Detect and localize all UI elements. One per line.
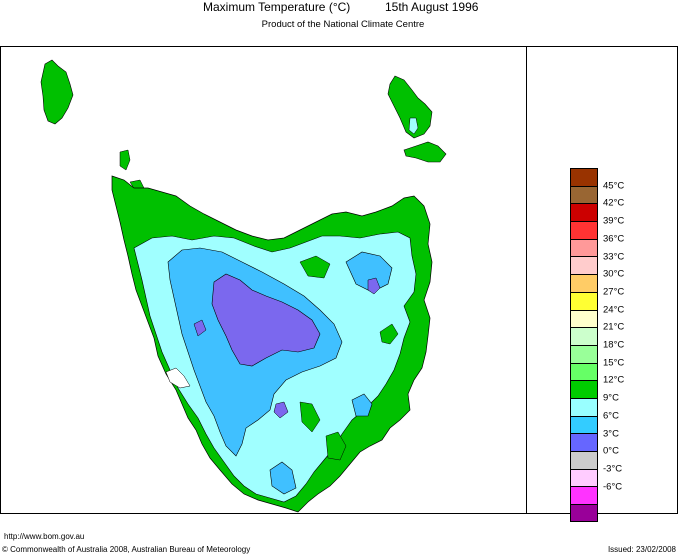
legend-label: 12°C xyxy=(603,374,625,386)
legend-swatch xyxy=(570,433,598,451)
green-patch-south-2 xyxy=(325,431,347,461)
king-island xyxy=(40,59,74,125)
legend-swatch xyxy=(570,238,598,257)
legend-label: 39°C xyxy=(603,215,625,227)
three-hummock-island xyxy=(119,149,131,171)
legend-swatch xyxy=(570,415,598,434)
flinders-lake xyxy=(408,117,419,135)
legend-label: 15°C xyxy=(603,357,625,369)
legend-swatch xyxy=(570,221,598,239)
legend-label: 24°C xyxy=(603,304,625,316)
legend-swatch xyxy=(570,486,598,505)
legend-swatch xyxy=(570,380,598,398)
temp-band-6-9-south xyxy=(269,461,297,495)
legend-swatch xyxy=(570,451,598,469)
flinders-island xyxy=(387,75,433,139)
legend-swatch xyxy=(570,344,598,363)
legend-label: 0°C xyxy=(603,445,619,457)
green-patch-east-1 xyxy=(379,323,399,345)
legend-swatch xyxy=(570,168,598,186)
legend-swatch xyxy=(570,468,598,487)
legend-swatch xyxy=(570,291,598,310)
temp-band-3-6 xyxy=(211,273,321,367)
legend-label: 45°C xyxy=(603,180,625,192)
map-area xyxy=(0,47,526,513)
green-patch-south-1 xyxy=(299,401,321,433)
legend-label: 36°C xyxy=(603,233,625,245)
legend-swatch xyxy=(570,504,598,522)
copyright-notice: © Commonwealth of Australia 2008, Austra… xyxy=(2,545,251,554)
legend-swatches xyxy=(570,168,598,522)
legend-label: 9°C xyxy=(603,392,619,404)
cape-barren-island xyxy=(403,141,447,163)
temp-band-3-6-south xyxy=(273,401,289,419)
legend-swatch xyxy=(570,203,598,222)
map-date: 15th August 1996 xyxy=(385,0,479,14)
temp-band-3-6-ne xyxy=(367,277,381,295)
legend-label: 6°C xyxy=(603,410,619,422)
legend-label: 33°C xyxy=(603,251,625,262)
tasmania-map xyxy=(40,59,447,513)
legend-label: 42°C xyxy=(603,197,625,209)
legend-label: -6°C xyxy=(603,481,623,493)
source-url: http://www.bom.gov.au xyxy=(4,532,85,541)
legend-label: 21°C xyxy=(603,321,625,333)
green-patch-ne xyxy=(299,255,331,279)
temp-band-3-6-west xyxy=(193,319,207,337)
legend-label: 3°C xyxy=(603,428,619,439)
legend-swatch xyxy=(570,309,598,328)
legend-swatch xyxy=(570,327,598,345)
legend-label: -3°C xyxy=(603,463,623,475)
map-subtitle-row: Product of the National Climate Centre xyxy=(0,19,680,30)
frame-divider xyxy=(526,46,527,514)
map-title: Maximum Temperature (°C) xyxy=(203,0,351,14)
map-subtitle: Product of the National Climate Centre xyxy=(261,19,425,30)
legend-swatch xyxy=(570,397,598,416)
temp-band-6-9-ne xyxy=(345,251,393,293)
legend-swatch xyxy=(570,274,598,292)
issued-date: Issued: 23/02/2008 xyxy=(607,545,676,554)
legend-swatch xyxy=(570,362,598,381)
green-patch-coast-west xyxy=(165,367,191,389)
legend-label: 18°C xyxy=(603,339,625,351)
legend-swatch xyxy=(570,185,598,204)
legend-label: 27°C xyxy=(603,286,625,298)
legend-label: 30°C xyxy=(603,268,625,280)
temp-band-6-9-se xyxy=(351,393,373,417)
title-bar: Maximum Temperature (°C) 15th August 199… xyxy=(0,0,680,18)
map-frame xyxy=(0,46,678,514)
legend-swatch xyxy=(570,256,598,275)
